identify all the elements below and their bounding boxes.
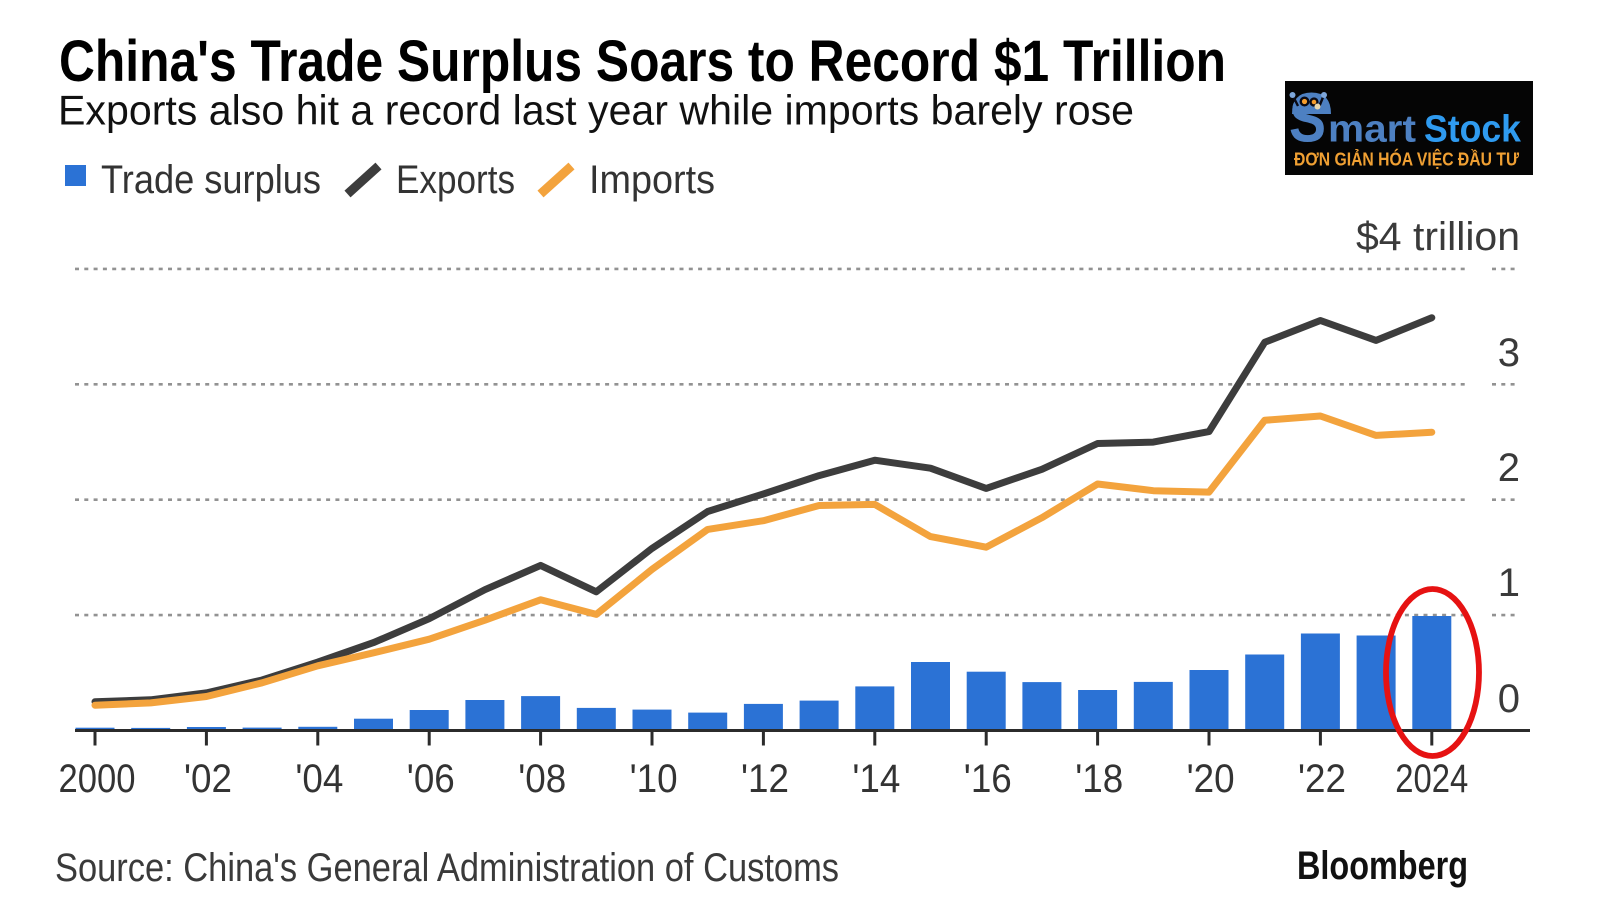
svg-text:Exports: Exports <box>396 158 515 202</box>
svg-text:2: 2 <box>1498 446 1520 490</box>
svg-text:'04: '04 <box>295 757 343 801</box>
svg-text:Exports also hit a record last: Exports also hit a record last year whil… <box>58 87 1134 134</box>
svg-text:1: 1 <box>1498 561 1520 605</box>
svg-text:'08: '08 <box>518 757 566 801</box>
svg-text:2000: 2000 <box>59 757 136 801</box>
svg-text:3: 3 <box>1498 331 1520 375</box>
svg-text:mart: mart <box>1328 109 1416 151</box>
svg-text:'02: '02 <box>184 757 232 801</box>
svg-text:ĐƠN GIẢN HÓA VIỆC ĐẦU TƯ: ĐƠN GIẢN HÓA VIỆC ĐẦU TƯ <box>1294 149 1519 170</box>
svg-text:Stock: Stock <box>1424 109 1522 151</box>
svg-text:'22: '22 <box>1298 757 1346 801</box>
svg-text:'12: '12 <box>741 757 789 801</box>
svg-text:Source: China's General Admini: Source: China's General Administration o… <box>55 846 839 890</box>
svg-text:China's Trade Surplus Soars to: China's Trade Surplus Soars to Record $1… <box>59 29 1226 94</box>
svg-text:'20: '20 <box>1187 757 1235 801</box>
svg-text:'10: '10 <box>630 757 678 801</box>
svg-text:2024: 2024 <box>1395 757 1468 801</box>
svg-text:Trade surplus: Trade surplus <box>101 158 321 202</box>
svg-text:Bloomberg: Bloomberg <box>1297 844 1468 888</box>
svg-text:'14: '14 <box>852 757 900 801</box>
svg-text:0: 0 <box>1498 677 1520 721</box>
svg-text:'16: '16 <box>964 757 1012 801</box>
svg-text:Imports: Imports <box>589 158 715 202</box>
svg-text:'06: '06 <box>407 757 455 801</box>
svg-text:$4 trillion: $4 trillion <box>1356 215 1520 259</box>
svg-text:'18: '18 <box>1075 757 1123 801</box>
